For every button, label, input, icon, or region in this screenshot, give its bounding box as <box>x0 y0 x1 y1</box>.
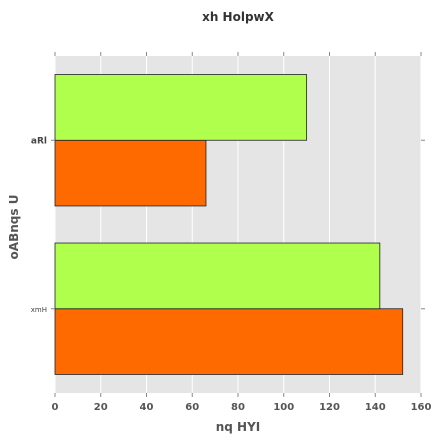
x-tick-label: 60 <box>185 402 199 413</box>
y-axis-label: oABnqs U <box>7 195 21 260</box>
ticks: 0 20 40 60 80 100 120 140 160 xmH aRl <box>31 52 432 413</box>
bars <box>54 74 404 375</box>
chart-title: xh HolpwX <box>202 10 275 24</box>
bar-xmH-series2 <box>54 242 381 310</box>
x-tick-label: 80 <box>231 402 245 413</box>
x-tick-label: 160 <box>411 402 432 413</box>
x-tick-label: 120 <box>319 402 340 413</box>
x-tick-label: 140 <box>365 402 386 413</box>
bar-xmH-series1 <box>54 308 404 375</box>
x-tick-label: 100 <box>273 402 294 413</box>
y-tick-label: aRl <box>31 136 47 146</box>
x-tick-label: 20 <box>94 402 108 413</box>
bar-aRl-series2 <box>54 74 308 141</box>
y-tick-label: xmH <box>31 306 47 314</box>
x-axis-label: nq HYI <box>216 420 261 434</box>
x-tick-label: 40 <box>140 402 154 413</box>
x-tick-label: 0 <box>52 402 59 413</box>
bar-aRl-series1 <box>54 139 207 207</box>
